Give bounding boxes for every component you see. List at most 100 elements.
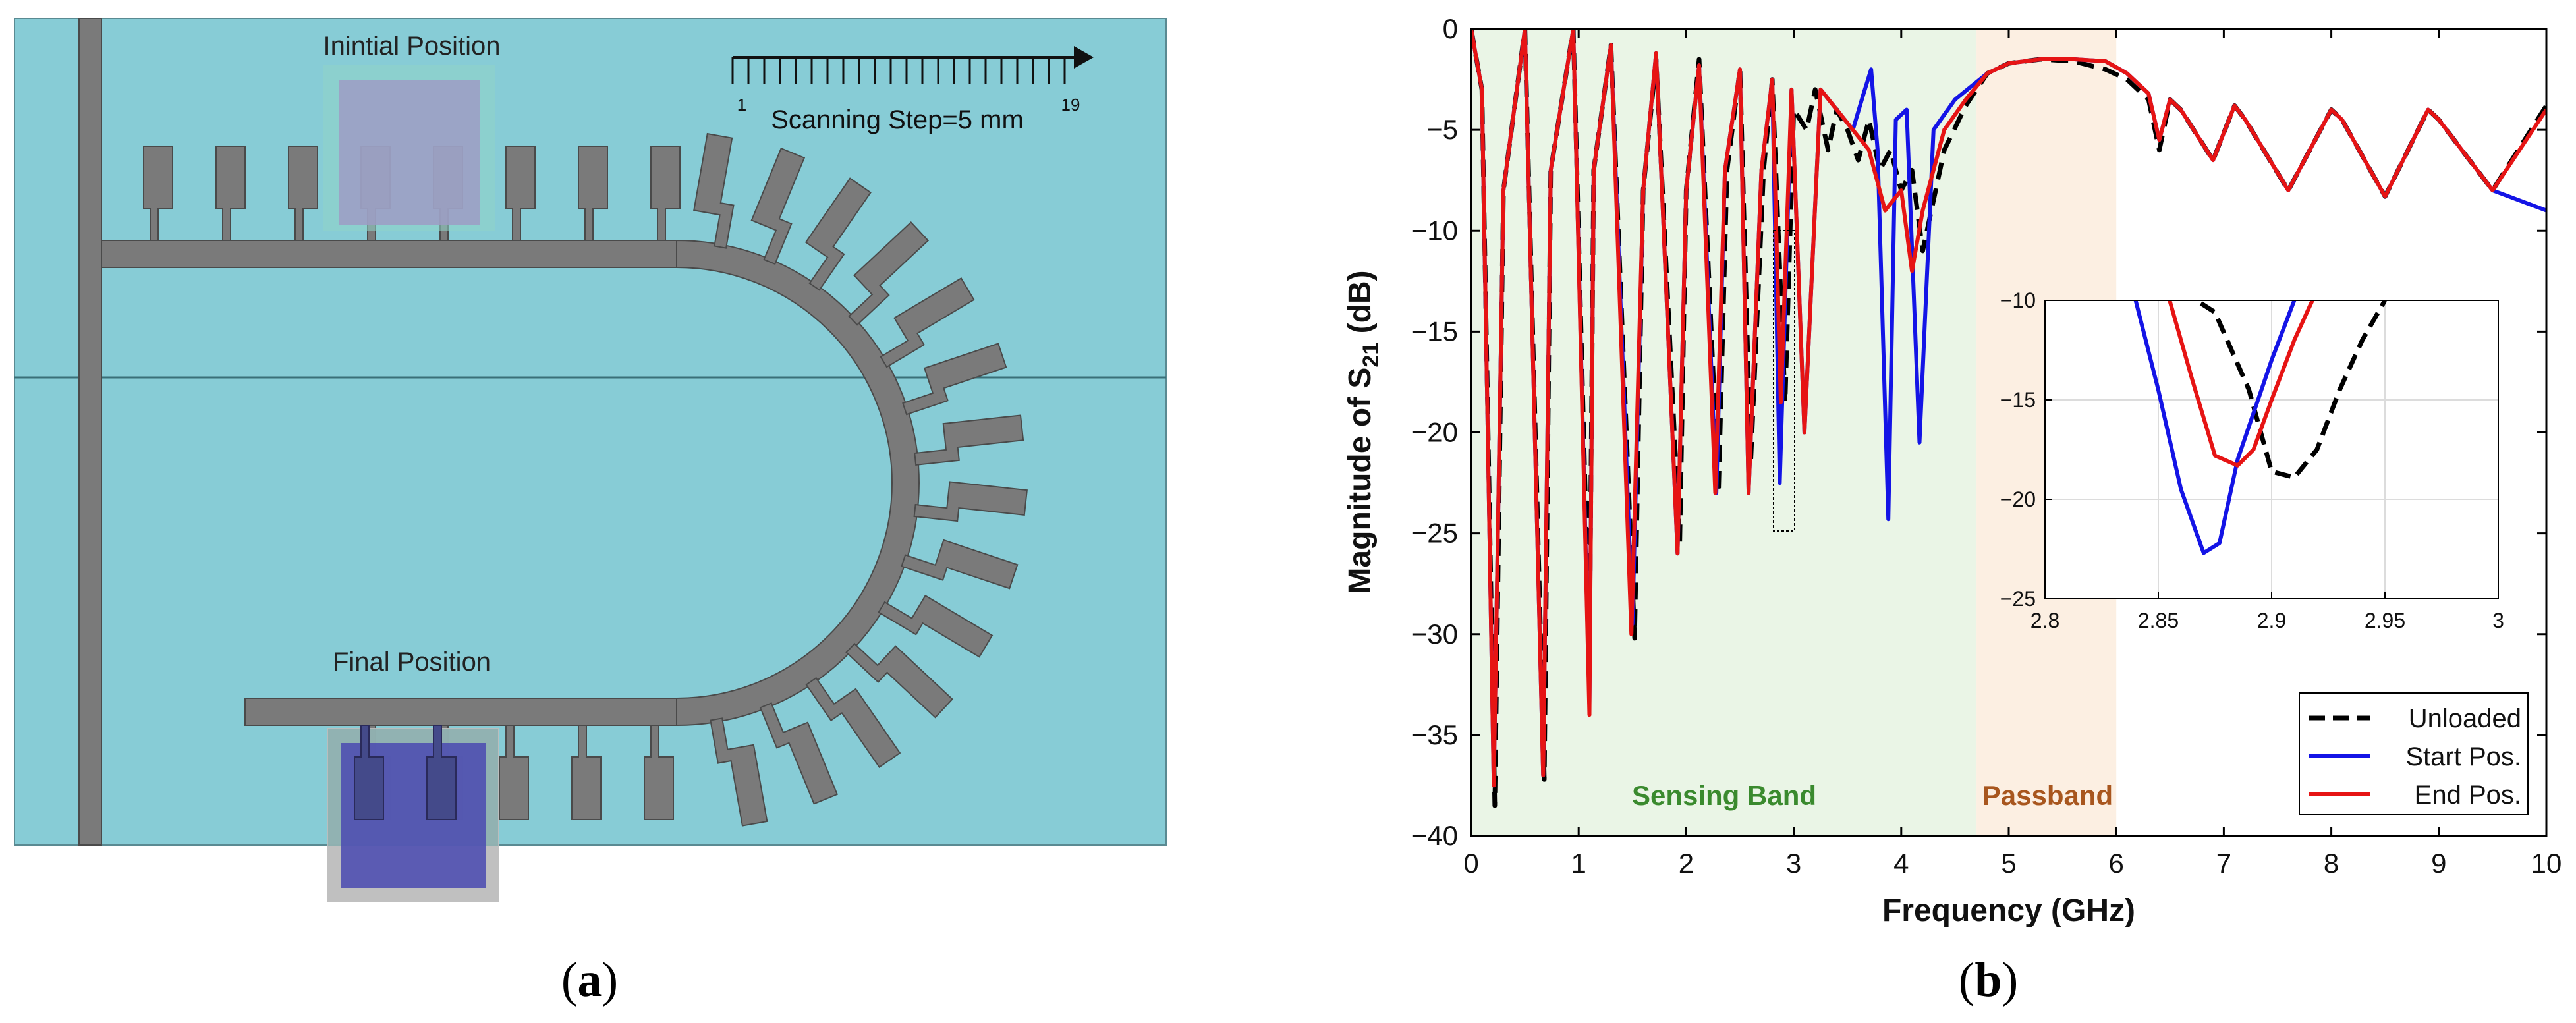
inset-x-tick-label: 2.8	[2030, 609, 2059, 632]
zoom-indicator-box	[1773, 230, 1795, 532]
radial-stub-shape	[805, 677, 901, 769]
inset-series-group	[2133, 300, 2388, 555]
top-finger	[505, 146, 536, 241]
scan-ruler: 1 19 Scanning Step=5 mm	[731, 46, 1094, 134]
radial-stub	[750, 147, 806, 265]
sensing-band-label: Sensing Band	[1632, 780, 1816, 811]
x-tick-label: 10	[2531, 848, 2562, 879]
y-tick-label: −20	[1411, 417, 1458, 448]
x-tick-label: 2	[1679, 848, 1694, 879]
x-tick-label: 3	[1786, 848, 1801, 879]
radial-stub	[759, 702, 839, 805]
inset-x-tick-label: 3	[2492, 609, 2504, 632]
y-tick-label: −5	[1426, 114, 1458, 145]
main-series-group	[1471, 29, 2546, 808]
inset-series-line	[2133, 300, 2297, 555]
radial-stub	[848, 221, 930, 326]
top-finger	[143, 146, 173, 241]
radial-stub-shape	[759, 702, 839, 805]
radial-stub-shape	[901, 539, 1019, 590]
radial-stub	[805, 677, 901, 769]
radial-stub-shape	[914, 414, 1024, 466]
inset-y-tick-label: −20	[2000, 487, 2036, 511]
scan-arrowhead-icon	[1074, 46, 1094, 69]
radial-stub-shape	[693, 132, 735, 249]
y-tick-label: −10	[1411, 215, 1458, 246]
bottom-finger	[644, 725, 674, 820]
y-tick-label: −30	[1411, 619, 1458, 650]
top-finger	[215, 146, 246, 241]
radial-stub	[901, 539, 1019, 590]
x-tick-label: 1	[1571, 848, 1586, 879]
bottom-transmission-line	[244, 698, 677, 726]
top-finger	[288, 146, 318, 241]
passband-label: Passband	[1982, 780, 2113, 811]
x-tick-label: 4	[1893, 848, 1909, 879]
inset-series-line	[2192, 300, 2388, 480]
y-tick-label: −35	[1411, 719, 1458, 750]
inset-x-tick-label: 2.9	[2257, 609, 2286, 632]
legend-label: End Pos.	[2415, 781, 2521, 810]
bottom-finger	[571, 725, 602, 820]
radial-stub-shape	[902, 343, 1007, 416]
top-finger	[650, 146, 681, 241]
radial-stub-shape	[880, 277, 975, 368]
x-tick-label: 6	[2109, 848, 2124, 879]
series-line-end-pos-	[1471, 29, 2546, 788]
x-tick-label: 7	[2216, 848, 2231, 879]
inset-y-tick-label: −15	[2000, 388, 2036, 412]
final-overlay-fingers	[354, 725, 457, 820]
inset-x-tick-label: 2.85	[2138, 609, 2179, 632]
y-tick-label: −25	[1411, 518, 1458, 549]
radial-stub	[845, 642, 953, 719]
initial-position-label: Inintial Position	[323, 32, 500, 61]
y-tick-label: −40	[1411, 820, 1458, 851]
feed-line	[78, 18, 102, 846]
radial-stub	[913, 481, 1028, 522]
panel-a-caption: (a)	[561, 953, 618, 1007]
radial-stub	[902, 343, 1007, 416]
radial-stub-shape	[878, 594, 994, 658]
radial-stub-shape	[845, 642, 953, 719]
y-tick-label: −15	[1411, 316, 1458, 346]
radial-stub	[710, 717, 768, 827]
panel-b-caption: (b)	[1959, 953, 2018, 1007]
inset-series-line	[2168, 300, 2314, 468]
final-position-label: Final Position	[333, 648, 491, 677]
y-tick-label: 0	[1443, 13, 1458, 44]
top-transmission-line	[101, 240, 677, 268]
legend: Unloaded Start Pos. End Pos.	[2299, 692, 2529, 815]
radial-stub	[880, 277, 975, 368]
main-axes: 0 1 2 3 4 5 6 7 8 9 10 0 −5 −10 −15 −20 −25 −30 −35 −40	[1411, 13, 2562, 879]
overlay-finger	[354, 725, 384, 820]
radial-stub-shape	[710, 717, 768, 827]
resonator-chain	[101, 132, 1028, 827]
scan-start-label: 1	[737, 95, 746, 115]
overlay-finger	[426, 725, 457, 820]
x-axis-label: Frequency (GHz)	[1882, 893, 2135, 928]
bottom-finger	[499, 725, 529, 820]
x-tick-label: 5	[2001, 848, 2016, 879]
x-tick-label: 0	[1463, 848, 1478, 879]
panel-a-layout: Inintial Position Final Position 1 19 Sc…	[14, 18, 1167, 1007]
inset-axes: 2.8 2.85 2.9 2.95 3 −10 −15 −20 −25	[2000, 289, 2504, 632]
legend-label: Unloaded	[2409, 704, 2521, 733]
radial-stub-shape	[913, 481, 1028, 522]
radial-stub	[804, 177, 872, 291]
top-finger	[578, 146, 608, 241]
scan-step-label: Scanning Step=5 mm	[771, 105, 1024, 134]
y-axis-label: Magnitude of S21 (dB)	[1343, 270, 1384, 594]
radial-stub-shape	[804, 177, 872, 291]
initial-position-box	[339, 80, 480, 225]
x-tick-label: 9	[2431, 848, 2446, 879]
x-tick-label: 8	[2324, 848, 2339, 879]
scan-ticks	[731, 57, 1066, 84]
radial-stub	[693, 132, 735, 249]
radial-stub-shape	[750, 147, 806, 265]
scan-end-label: 19	[1061, 95, 1080, 115]
inset-x-tick-label: 2.95	[2365, 609, 2405, 632]
radial-stub	[914, 414, 1024, 466]
radial-stub	[878, 594, 994, 658]
inset-y-tick-label: −25	[2000, 587, 2036, 611]
